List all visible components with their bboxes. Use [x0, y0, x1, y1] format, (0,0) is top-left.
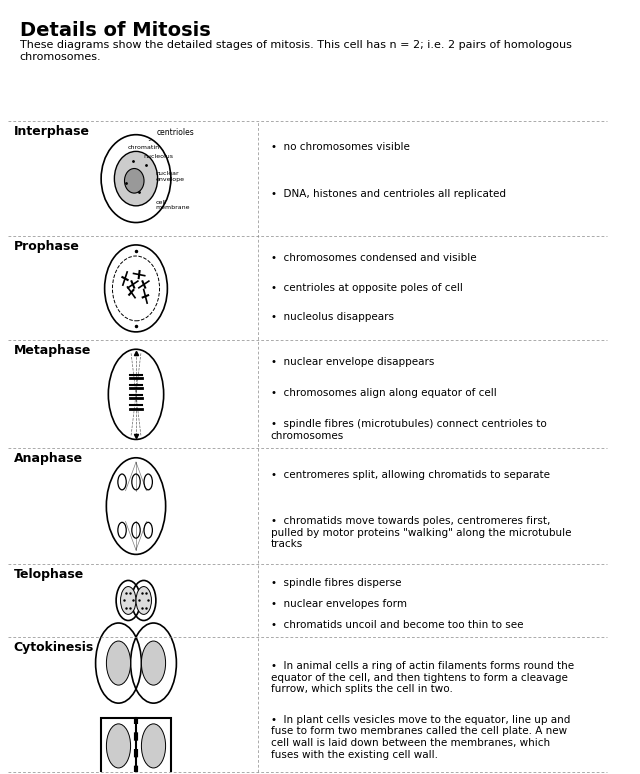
Ellipse shape — [141, 641, 166, 685]
Ellipse shape — [125, 169, 144, 193]
Ellipse shape — [141, 724, 166, 768]
Text: •  chromosomes condensed and visible: • chromosomes condensed and visible — [271, 253, 476, 263]
Text: centrioles: centrioles — [149, 128, 195, 140]
Text: Telophase: Telophase — [13, 567, 84, 580]
Text: •  nucleolus disappears: • nucleolus disappears — [271, 313, 394, 323]
Text: nuclear
envelope: nuclear envelope — [155, 171, 184, 182]
Text: Details of Mitosis: Details of Mitosis — [20, 21, 211, 39]
Ellipse shape — [115, 152, 157, 206]
Text: Prophase: Prophase — [13, 240, 79, 253]
Ellipse shape — [136, 587, 152, 615]
Text: Metaphase: Metaphase — [13, 344, 91, 358]
Text: •  centromeres split, allowing chromatids to separate: • centromeres split, allowing chromatids… — [271, 470, 550, 480]
Text: •  nuclear envelope disappears: • nuclear envelope disappears — [271, 358, 434, 368]
Text: •  In plant cells vesicles move to the equator, line up and
fuse to form two mem: • In plant cells vesicles move to the eq… — [271, 715, 570, 760]
Ellipse shape — [106, 724, 131, 768]
Text: •  chromatids move towards poles, centromeres first,
pulled by motor proteins "w: • chromatids move towards poles, centrom… — [271, 516, 571, 550]
Ellipse shape — [120, 587, 136, 615]
Text: Anaphase: Anaphase — [13, 452, 83, 465]
Text: •  spindle fibres (microtubules) connect centrioles to
chromosomes: • spindle fibres (microtubules) connect … — [271, 419, 547, 440]
Ellipse shape — [106, 641, 131, 685]
Text: •  spindle fibres disperse: • spindle fibres disperse — [271, 578, 401, 587]
Text: •  DNA, histones and centrioles all replicated: • DNA, histones and centrioles all repli… — [271, 189, 506, 199]
Text: •  no chromosomes visible: • no chromosomes visible — [271, 142, 410, 152]
Bar — [101, 717, 171, 774]
Text: cell
membrane: cell membrane — [155, 200, 189, 211]
Text: These diagrams show the detailed stages of mitosis. This cell has n = 2; i.e. 2 : These diagrams show the detailed stages … — [20, 40, 572, 61]
Text: •  chromosomes align along equator of cell: • chromosomes align along equator of cel… — [271, 389, 497, 398]
Text: Cytokinesis: Cytokinesis — [13, 641, 94, 654]
Text: •  chromatids uncoil and become too thin to see: • chromatids uncoil and become too thin … — [271, 620, 523, 630]
Text: •  In animal cells a ring of actin filaments forms round the
equator of the cell: • In animal cells a ring of actin filame… — [271, 661, 573, 694]
Text: Interphase: Interphase — [13, 125, 90, 138]
Text: •  centrioles at opposite poles of cell: • centrioles at opposite poles of cell — [271, 283, 463, 293]
Text: nucleolus: nucleolus — [143, 154, 173, 159]
Text: chromatin: chromatin — [127, 146, 159, 150]
Text: •  nuclear envelopes form: • nuclear envelopes form — [271, 599, 406, 609]
